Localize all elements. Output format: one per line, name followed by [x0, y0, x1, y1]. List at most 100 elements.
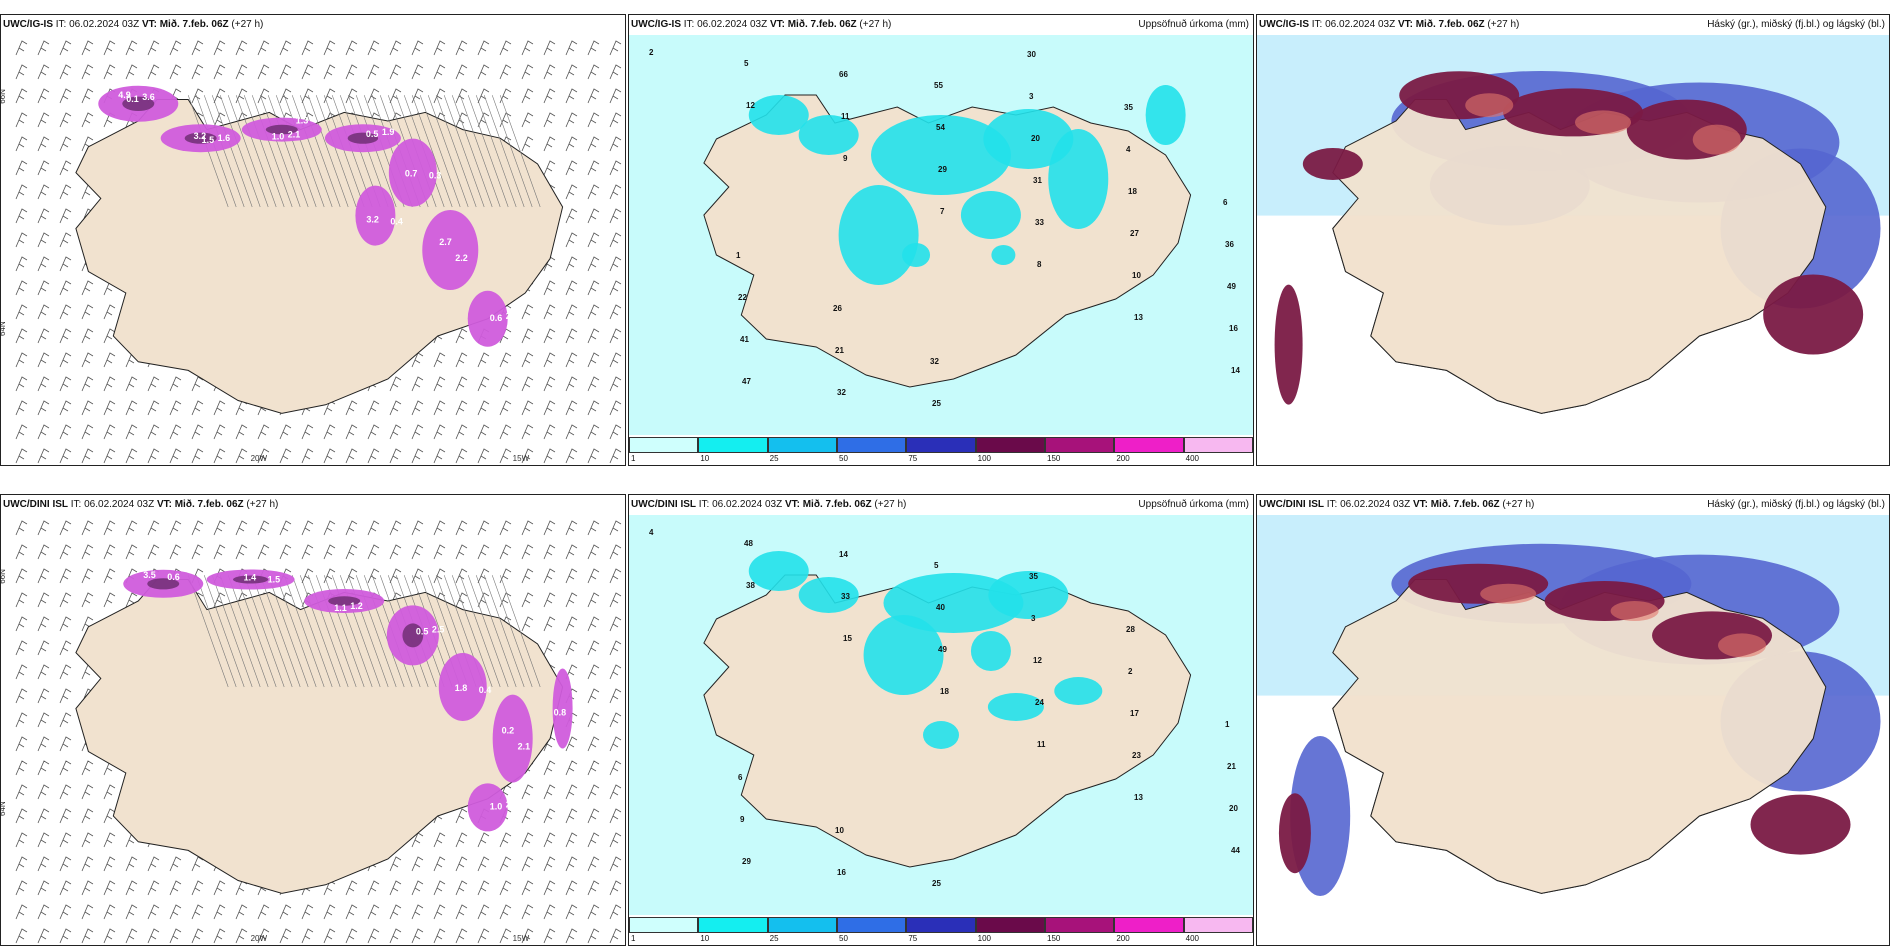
wind-barb [499, 832, 512, 848]
wind-barb [411, 40, 424, 56]
wind-barb [125, 64, 138, 80]
wind-barb [15, 280, 28, 296]
precip-value-label: 3 [1031, 614, 1036, 623]
wind-barb [235, 448, 248, 464]
snow-core [402, 623, 424, 648]
precip-patch [748, 95, 809, 135]
precip-value-label: 15 [843, 634, 852, 643]
snow-value-label: 1.6 [218, 133, 231, 143]
wind-barb [565, 352, 578, 368]
lead-time: (+27 h) [243, 499, 279, 510]
high-cloud-field [1750, 794, 1851, 855]
colorbar-label: 400 [1185, 934, 1200, 943]
wind-barb [301, 928, 314, 944]
wind-barb [477, 352, 490, 368]
wind-barb [411, 520, 424, 536]
wind-barb [587, 256, 600, 272]
wind-barb [565, 736, 578, 752]
wind-barb [15, 760, 28, 776]
wind-barb [59, 400, 72, 416]
wind-barb [433, 856, 446, 872]
cloud-edge [1575, 110, 1631, 135]
wind-barb [565, 664, 578, 680]
wind-barb [37, 760, 50, 776]
wind-barb [587, 784, 600, 800]
wind-barb [609, 856, 622, 872]
snow-band [552, 668, 573, 749]
wind-barb [455, 856, 468, 872]
hatch-line [251, 575, 293, 688]
cloud-edge [1465, 93, 1514, 118]
wind-barb [59, 328, 72, 344]
wind-barb [15, 856, 28, 872]
wind-barb [455, 904, 468, 920]
wind-barb [477, 64, 490, 80]
wind-barb [15, 208, 28, 224]
wind-barb [499, 400, 512, 416]
wind-barb [411, 544, 424, 560]
precip-patch [970, 631, 1011, 671]
wind-barb [609, 256, 622, 272]
wind-barb [81, 448, 94, 464]
wind-barb [103, 808, 116, 824]
precip-value-label: 24 [1035, 698, 1044, 707]
wind-barb [81, 784, 94, 800]
wind-barb [345, 424, 358, 440]
wind-barb [609, 40, 622, 56]
wind-barb [81, 376, 94, 392]
wind-barb [213, 112, 226, 128]
hatch-line [187, 575, 229, 688]
precip-value-label: 32 [930, 357, 939, 366]
cloud-panel-header: UWC/DINI ISL IT: 06.02.2024 03Z VT: Mið.… [1259, 499, 1885, 513]
wind-barb [103, 376, 116, 392]
wind-barb [257, 928, 270, 944]
hatch-line [243, 575, 285, 688]
wind-barb [257, 544, 270, 560]
wind-barb [565, 424, 578, 440]
wind-barb [59, 232, 72, 248]
wind-barb [279, 88, 292, 104]
wind-barb [37, 520, 50, 536]
colorbar-label: 25 [769, 934, 779, 943]
wind-barb [477, 424, 490, 440]
wind-barb [477, 544, 490, 560]
wind-barb [81, 400, 94, 416]
wind-barb [169, 376, 182, 392]
precip-value-label: 16 [837, 868, 846, 877]
high-cloud-field [1302, 148, 1363, 180]
wind-barb [499, 520, 512, 536]
precip-value-label: 11 [1037, 740, 1046, 749]
wind-barb [235, 424, 248, 440]
wind-barb [59, 184, 72, 200]
wind-barb [499, 904, 512, 920]
wind-barb [191, 448, 204, 464]
hatch-line [235, 95, 277, 208]
colorbar-label: 200 [1116, 934, 1130, 943]
wind-barb [15, 592, 28, 608]
hatch-line [419, 95, 461, 208]
snow-value-label: 0.7 [405, 169, 418, 179]
snow-value-label: 1.1 [334, 603, 347, 613]
hatch-line [227, 575, 269, 688]
wind-barb [543, 928, 556, 944]
precip-value-label: 4 [1126, 145, 1131, 154]
precip-value-label: 30 [1027, 50, 1036, 59]
valid-time: VT: Mið. 7.feb. 06Z [784, 499, 872, 510]
wind-barb [37, 784, 50, 800]
precip-map: 4381518111344483349242320291440121721916… [629, 515, 1253, 915]
wind-barb [191, 856, 204, 872]
wind-barb [301, 448, 314, 464]
precip-value-label: 1 [736, 251, 741, 260]
wind-barb [15, 736, 28, 752]
hatch-line [299, 95, 341, 208]
wind-barb [543, 544, 556, 560]
model-name: UWC/DINI ISL [3, 499, 68, 510]
wind-barb [59, 784, 72, 800]
wind-barb [565, 928, 578, 944]
wind-barb [455, 40, 468, 56]
wind-barb [37, 904, 50, 920]
hatch-line [203, 95, 245, 208]
wind-barb [543, 160, 556, 176]
wind-barb [59, 64, 72, 80]
precip-value-label: 25 [932, 879, 941, 888]
